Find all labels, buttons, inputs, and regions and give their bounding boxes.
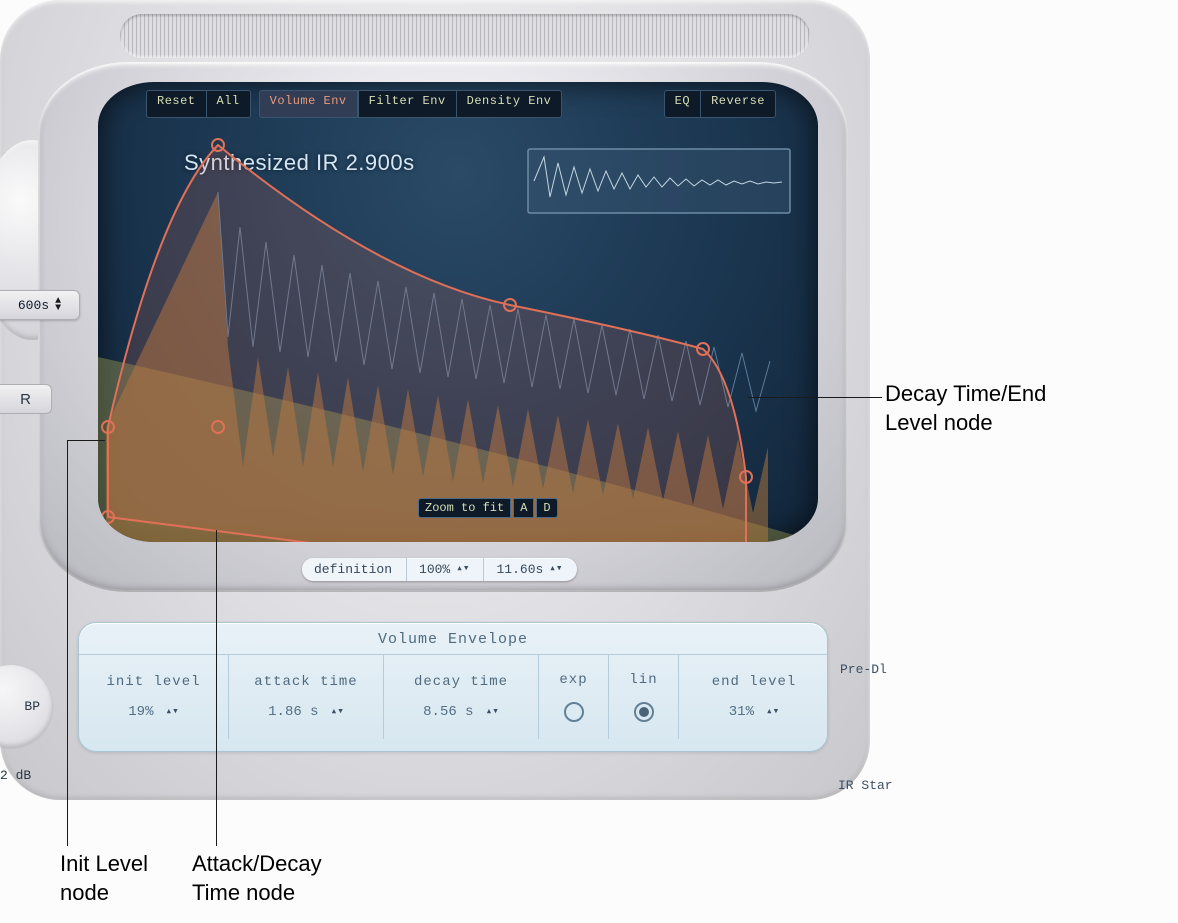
definition-time[interactable]: 11.60s▴▾ [483,558,576,581]
annotation-attack-decay: Attack/Decay Time node [192,850,322,907]
callout-line [748,397,882,398]
zoom-to-fit-button[interactable]: Zoom to fit [418,498,511,518]
callout-line [67,440,105,441]
annotation-decay-end: Decay Time/End Level node [885,380,1046,437]
tab-reverse[interactable]: Reverse [701,90,776,118]
db-label: 2 dB [0,768,31,783]
exp-label: exp [559,672,587,688]
tab-filter-env[interactable]: Filter Env [358,90,457,118]
init-level-label: init level [106,674,200,690]
attack-time-label: attack time [254,674,357,690]
init-level-value[interactable]: 19%▴▾ [128,704,178,720]
r-badge[interactable]: R [0,384,52,414]
volume-envelope-panel: Volume Envelope init level 19%▴▾ attack … [78,622,828,752]
end-level-label: end level [712,674,797,690]
main-display: Reset All Volume Env Filter Env Density … [98,82,818,542]
annotation-init: Init Level node [60,850,148,907]
lin-radio[interactable] [634,702,654,722]
zoom-d-button[interactable]: D [536,498,557,518]
tab-eq[interactable]: EQ [664,90,701,118]
plugin-body: Reset All Volume Env Filter Env Density … [0,0,870,800]
ir-start-label: IR Star [838,778,893,793]
decay-time-value[interactable]: 8.56 s▴▾ [423,704,499,720]
definition-label: definition [302,558,406,581]
zoom-controls: Zoom to fit A D [418,498,558,518]
callout-line [216,530,217,846]
zoom-a-button[interactable]: A [513,498,534,518]
side-time-select[interactable]: 600s ▲▼ [0,290,80,320]
end-level-value[interactable]: 31%▴▾ [729,704,779,720]
top-tabs: Reset All Volume Env Filter Env Density … [146,90,776,118]
envelope-area[interactable] [98,137,818,542]
exp-radio[interactable] [564,702,584,722]
callout-line [67,440,68,846]
attack-time-value[interactable]: 1.86 s▴▾ [268,704,344,720]
tab-volume-env[interactable]: Volume Env [259,90,358,118]
reset-button[interactable]: Reset [146,90,207,118]
definition-control: definition 100%▴▾ 11.60s▴▾ [302,558,577,581]
tab-density-env[interactable]: Density Env [457,90,563,118]
lin-label: lin [629,672,657,688]
panel-title: Volume Envelope [79,623,827,655]
definition-percent[interactable]: 100%▴▾ [406,558,483,581]
vent-grille [120,14,810,58]
all-button[interactable]: All [207,90,251,118]
pre-dl-label: Pre-Dl [840,662,887,677]
decay-time-label: decay time [414,674,508,690]
bp-knob[interactable]: BP [0,665,52,747]
